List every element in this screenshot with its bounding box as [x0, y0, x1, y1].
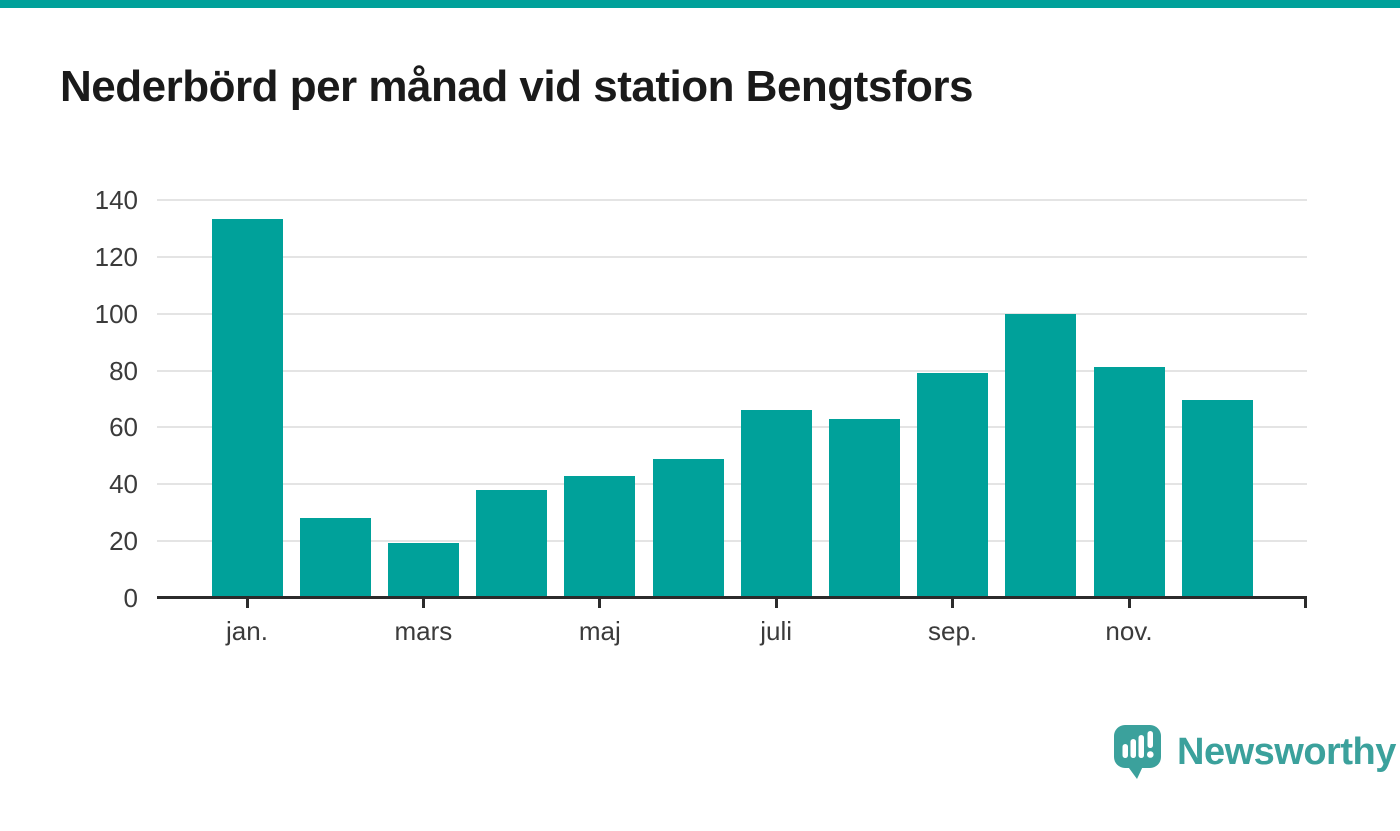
x-axis-tick	[774, 599, 778, 608]
x-axis-tick-label: sep.	[928, 616, 978, 646]
bar	[828, 418, 900, 596]
bar	[917, 373, 989, 596]
y-axis-tick-label: 120	[94, 241, 138, 272]
y-axis-tick-label: 20	[109, 526, 138, 557]
x-axis-tick	[951, 599, 955, 608]
gridline	[157, 312, 1307, 315]
bar	[387, 542, 459, 596]
bar	[299, 518, 371, 596]
x-axis-tick	[421, 599, 425, 608]
gridline	[157, 540, 1307, 543]
newsworthy-logo: Newsworthy	[1113, 724, 1396, 780]
brand-accent-bar	[0, 0, 1400, 8]
y-axis-tick-label: 80	[109, 355, 138, 386]
bar	[652, 458, 724, 596]
x-axis-tick-label: nov.	[1105, 616, 1153, 646]
x-axis-tick	[598, 599, 602, 608]
plot-area: 0 20 40 60 80 100 120 140 jan. mars maj juli sep. no…	[95, 185, 1307, 646]
chart-title: Nederbörd per månad vid station Bengtsfo…	[60, 62, 973, 111]
y-axis-tick-label: 40	[109, 469, 138, 500]
y-axis-tick-label: 140	[94, 185, 138, 215]
bar	[1181, 400, 1253, 596]
bar	[1093, 367, 1165, 596]
speech-bubble-bar-chart-icon	[1114, 725, 1161, 779]
gridline	[157, 369, 1307, 372]
x-axis-tick	[245, 599, 249, 608]
gridline	[157, 199, 1307, 201]
x-axis-tick-label: jan.	[226, 616, 268, 646]
newsworthy-logo-text: Newsworthy	[1177, 730, 1396, 773]
x-axis-tick-label: juli	[760, 616, 793, 646]
bar	[211, 218, 283, 596]
x-axis-end-tick	[1304, 599, 1307, 608]
gridline	[157, 426, 1307, 429]
bar	[476, 489, 548, 596]
x-axis-tick-label: mars	[394, 616, 453, 646]
gridline	[157, 483, 1307, 486]
x-axis-line	[157, 596, 1307, 599]
x-axis-tick-label: maj	[578, 616, 621, 646]
bar	[1005, 314, 1077, 596]
gridline	[157, 255, 1307, 258]
y-axis-tick-label: 0	[123, 583, 138, 613]
x-axis-tick	[1127, 599, 1131, 608]
bar	[564, 475, 636, 596]
y-axis-tick-label: 100	[94, 298, 138, 329]
y-axis-tick-label: 60	[109, 412, 138, 443]
bar	[740, 410, 812, 596]
